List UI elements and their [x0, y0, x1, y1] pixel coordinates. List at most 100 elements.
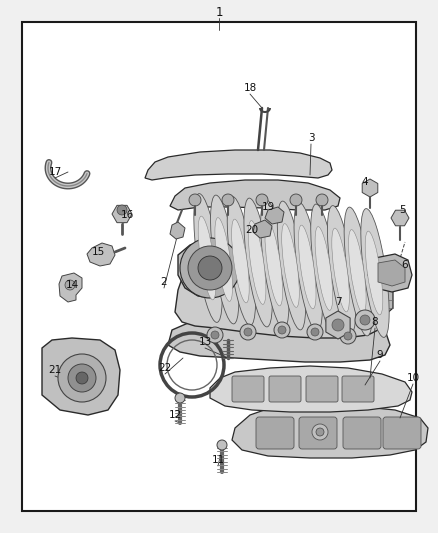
Ellipse shape [344, 207, 372, 336]
Text: 8: 8 [372, 317, 378, 327]
Polygon shape [378, 260, 405, 286]
Ellipse shape [215, 217, 233, 301]
Ellipse shape [227, 197, 255, 325]
Text: 20: 20 [245, 225, 258, 235]
Circle shape [332, 319, 344, 331]
Ellipse shape [261, 200, 289, 328]
Ellipse shape [298, 225, 316, 309]
Circle shape [207, 327, 223, 343]
Ellipse shape [232, 219, 249, 303]
Ellipse shape [361, 208, 389, 337]
Ellipse shape [194, 193, 222, 322]
Polygon shape [265, 207, 284, 224]
Circle shape [68, 364, 96, 392]
Ellipse shape [248, 221, 266, 304]
Circle shape [340, 328, 356, 344]
Text: 16: 16 [120, 210, 134, 220]
Circle shape [311, 328, 319, 336]
Ellipse shape [294, 203, 322, 332]
Polygon shape [170, 222, 185, 239]
Ellipse shape [244, 198, 272, 327]
Polygon shape [362, 179, 378, 197]
FancyBboxPatch shape [232, 376, 264, 402]
Ellipse shape [198, 216, 216, 300]
Circle shape [312, 424, 328, 440]
Text: 3: 3 [307, 133, 314, 143]
Text: 1: 1 [215, 5, 223, 19]
Text: 19: 19 [261, 202, 275, 212]
Text: 21: 21 [48, 365, 62, 375]
Circle shape [175, 393, 185, 403]
FancyBboxPatch shape [342, 376, 374, 402]
Circle shape [278, 326, 286, 334]
Text: 4: 4 [362, 177, 368, 187]
Polygon shape [170, 180, 340, 210]
Circle shape [344, 332, 352, 340]
Circle shape [256, 194, 268, 206]
Circle shape [180, 238, 240, 298]
Text: 5: 5 [400, 205, 406, 215]
Polygon shape [87, 243, 115, 266]
Polygon shape [59, 273, 82, 302]
Ellipse shape [265, 222, 283, 306]
Ellipse shape [349, 230, 366, 313]
Polygon shape [175, 228, 388, 338]
Text: 14: 14 [65, 280, 79, 290]
Circle shape [274, 322, 290, 338]
Ellipse shape [365, 231, 383, 315]
Circle shape [222, 194, 234, 206]
FancyBboxPatch shape [22, 22, 416, 511]
Circle shape [117, 205, 127, 215]
Ellipse shape [328, 206, 356, 334]
Circle shape [240, 324, 256, 340]
Text: 6: 6 [402, 260, 408, 270]
FancyBboxPatch shape [306, 376, 338, 402]
Text: 2: 2 [161, 277, 167, 287]
FancyBboxPatch shape [299, 417, 337, 449]
Ellipse shape [277, 201, 306, 330]
FancyBboxPatch shape [256, 417, 294, 449]
Text: 22: 22 [159, 363, 172, 373]
Polygon shape [326, 311, 350, 339]
Circle shape [316, 428, 324, 436]
Circle shape [307, 324, 323, 340]
Polygon shape [178, 238, 242, 298]
Ellipse shape [311, 204, 339, 333]
Text: 11: 11 [212, 455, 225, 465]
Polygon shape [145, 150, 332, 180]
Circle shape [76, 372, 88, 384]
Polygon shape [391, 210, 409, 226]
Circle shape [355, 310, 375, 330]
Text: 13: 13 [198, 337, 212, 347]
Polygon shape [112, 205, 132, 223]
FancyBboxPatch shape [269, 376, 301, 402]
Ellipse shape [315, 227, 333, 310]
Polygon shape [232, 405, 428, 458]
Polygon shape [168, 312, 390, 362]
Circle shape [58, 354, 106, 402]
Polygon shape [210, 366, 412, 412]
Circle shape [244, 328, 252, 336]
Ellipse shape [332, 228, 350, 312]
Polygon shape [368, 278, 393, 315]
Text: 9: 9 [377, 350, 383, 360]
Polygon shape [253, 220, 272, 238]
Circle shape [65, 280, 75, 290]
Ellipse shape [211, 195, 239, 324]
Circle shape [217, 440, 227, 450]
FancyBboxPatch shape [383, 417, 421, 449]
Circle shape [198, 256, 222, 280]
Polygon shape [42, 338, 120, 415]
Ellipse shape [282, 224, 299, 308]
Text: 7: 7 [335, 297, 341, 307]
Circle shape [188, 246, 232, 290]
Text: 18: 18 [244, 83, 257, 93]
Circle shape [290, 194, 302, 206]
FancyBboxPatch shape [343, 417, 381, 449]
Text: 10: 10 [406, 373, 420, 383]
Text: 17: 17 [48, 167, 62, 177]
Circle shape [360, 315, 370, 325]
Circle shape [211, 331, 219, 339]
Text: 15: 15 [92, 247, 105, 257]
Circle shape [316, 194, 328, 206]
